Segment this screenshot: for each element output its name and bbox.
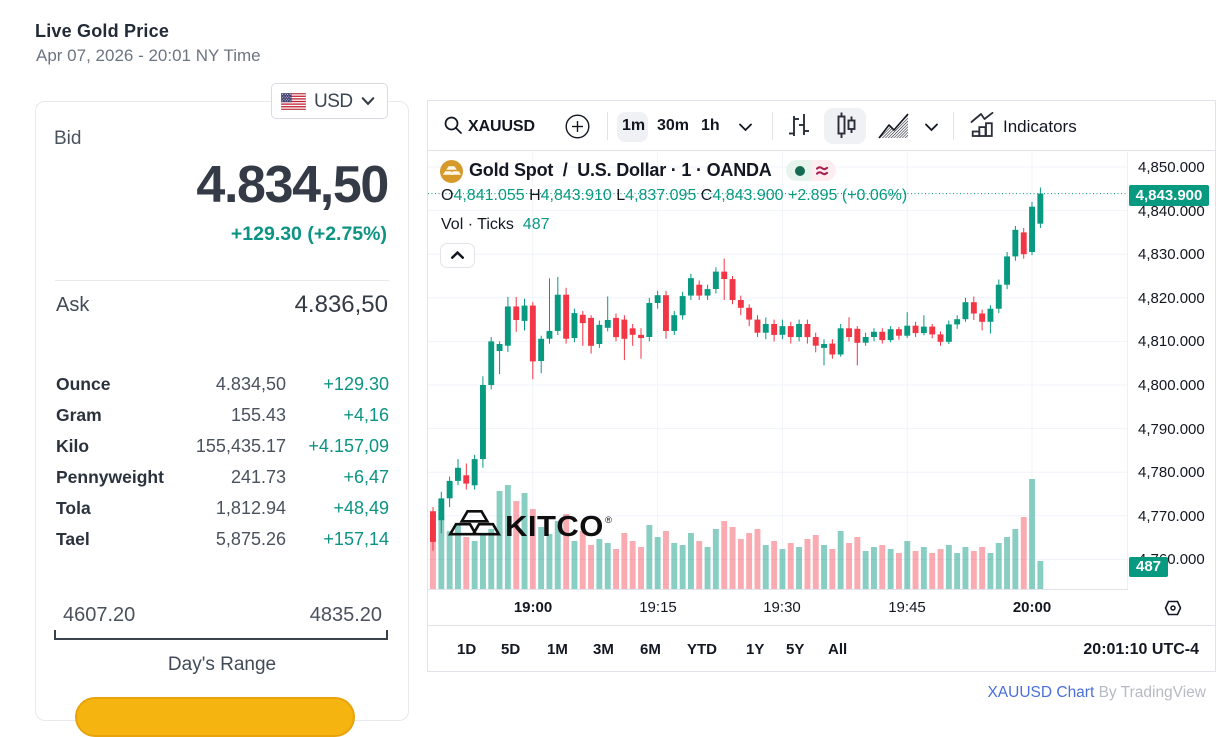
svg-text:KITCO: KITCO: [505, 511, 604, 543]
svg-text:®: ®: [605, 515, 612, 526]
